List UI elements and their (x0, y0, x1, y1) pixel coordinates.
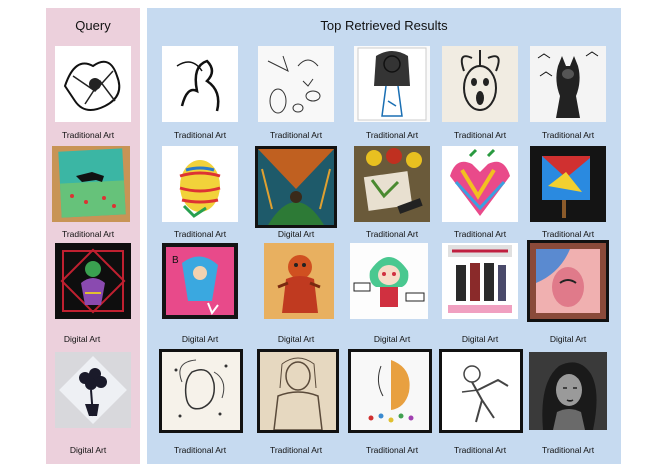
result-image-3-2 (264, 243, 334, 319)
result-image-1-3 (354, 46, 430, 122)
query-image-2 (52, 146, 130, 222)
result-image-1-5 (530, 46, 606, 122)
result-image-3-4 (442, 243, 518, 319)
result-label-2-4: Traditional Art (453, 229, 507, 239)
query-image-1 (55, 46, 131, 122)
result-image-2-5 (530, 146, 606, 222)
result-image-1-2 (258, 46, 334, 122)
result-label-4-3: Traditional Art (365, 445, 419, 455)
query-label-4: Digital Art (69, 445, 107, 455)
result-label-1-5: Traditional Art (541, 130, 595, 140)
result-label-3-1: Digital Art (181, 334, 219, 344)
query-label-3: Digital Art (63, 334, 101, 344)
result-label-2-5: Traditional Art (541, 229, 595, 239)
result-image-4-4 (439, 349, 523, 433)
query-image-3 (55, 243, 131, 319)
result-image-2-2 (255, 146, 337, 228)
result-label-1-2: Traditional Art (269, 130, 323, 140)
result-image-3-5 (527, 240, 609, 322)
query-label-2: Traditional Art (61, 229, 115, 239)
svg-text:B: B (172, 255, 179, 266)
result-label-3-2: Digital Art (277, 334, 315, 344)
result-image-2-1 (162, 146, 238, 222)
result-label-1-1: Traditional Art (173, 130, 227, 140)
result-image-3-1: B (162, 243, 238, 319)
result-image-2-4 (442, 146, 518, 222)
result-image-4-2 (257, 349, 339, 433)
result-label-3-3: Digital Art (373, 334, 411, 344)
result-label-4-5: Traditional Art (541, 445, 595, 455)
result-label-4-1: Traditional Art (173, 445, 227, 455)
result-image-1-4 (442, 46, 518, 122)
result-label-4-4: Traditional Art (453, 445, 507, 455)
result-image-1-1 (162, 46, 238, 122)
result-image-2-3 (354, 146, 430, 222)
result-label-3-4: Digital Art (461, 334, 499, 344)
result-label-2-2: Digital Art (277, 229, 315, 239)
result-label-4-2: Traditional Art (269, 445, 323, 455)
query-label-1: Traditional Art (61, 130, 115, 140)
result-image-3-3 (350, 243, 428, 319)
result-label-1-4: Traditional Art (453, 130, 507, 140)
result-image-4-5 (529, 352, 607, 430)
result-label-2-1: Traditional Art (173, 229, 227, 239)
results-title: Top Retrieved Results (320, 18, 448, 33)
result-label-1-3: Traditional Art (365, 130, 419, 140)
result-label-3-5: Digital Art (549, 334, 587, 344)
result-image-4-3 (348, 349, 432, 433)
query-image-4 (55, 352, 131, 428)
result-image-4-1 (159, 349, 243, 433)
query-title: Query (75, 18, 111, 33)
result-label-2-3: Traditional Art (365, 229, 419, 239)
